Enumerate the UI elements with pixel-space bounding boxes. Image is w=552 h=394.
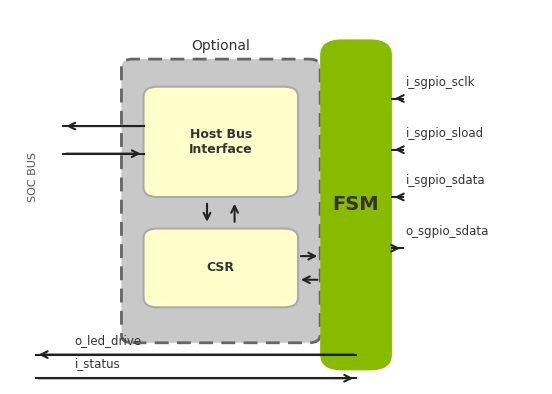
Text: CSR: CSR xyxy=(207,262,235,274)
Text: i_sgpio_sdata: i_sgpio_sdata xyxy=(406,174,485,187)
FancyBboxPatch shape xyxy=(121,59,320,343)
Text: i_status: i_status xyxy=(75,357,120,370)
FancyBboxPatch shape xyxy=(144,87,298,197)
Text: Optional: Optional xyxy=(192,39,250,53)
Text: Host Bus
Interface: Host Bus Interface xyxy=(189,128,253,156)
Text: SOC BUS: SOC BUS xyxy=(28,152,38,202)
Text: FSM: FSM xyxy=(333,195,379,214)
Text: i_sgpio_sclk: i_sgpio_sclk xyxy=(406,76,475,89)
Text: i_sgpio_sload: i_sgpio_sload xyxy=(406,127,484,140)
FancyBboxPatch shape xyxy=(320,39,392,370)
Text: o_led_drive: o_led_drive xyxy=(75,334,142,347)
FancyBboxPatch shape xyxy=(144,229,298,307)
Text: o_sgpio_sdata: o_sgpio_sdata xyxy=(406,225,489,238)
